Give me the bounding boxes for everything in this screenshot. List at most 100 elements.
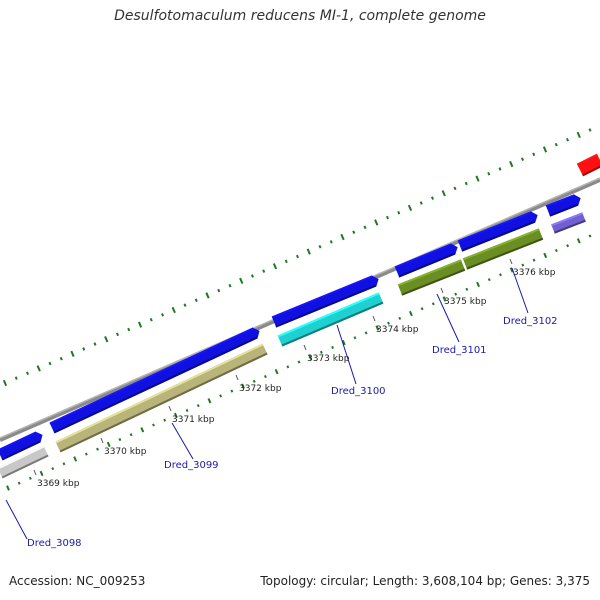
tick-label: 3375 kbp: [444, 297, 487, 307]
gc-content-tick: [51, 467, 55, 471]
gc-content-tick: [487, 278, 491, 282]
gene-extra-highlight: [551, 212, 583, 227]
gc-skew-tick: [554, 142, 558, 147]
gc-content-tick: [230, 389, 234, 393]
gc-content-tick: [241, 383, 245, 389]
gene-dred-3101-highlight: [397, 259, 462, 287]
gene-dred-3100-highlight: [277, 292, 380, 338]
gc-skew-tick: [25, 371, 30, 376]
gene-label-dred-3101: Dred_3101: [432, 345, 487, 356]
gene-dred-3101-shade: [401, 268, 466, 296]
scale-ticks: 3369 kbp 3370 kbp 3371 kbp 3372 kbp 3373…: [37, 268, 556, 489]
gc-skew-tick: [498, 167, 502, 171]
gene-labels: Dred_3098 Dred_3099 Dred_3100 Dred_3101 …: [5, 267, 558, 549]
gc-content-tick: [521, 263, 525, 267]
genome-summary-text: Topology: circular; Length: 3,608,104 bp…: [260, 574, 590, 588]
gc-skew-tick: [340, 233, 345, 241]
scale-tick-mark: [509, 258, 513, 265]
gc-skew-tick: [352, 230, 356, 234]
gc-skew-tick: [228, 283, 232, 288]
gc-skew-tick: [363, 225, 367, 230]
gc-skew-tick: [464, 181, 468, 186]
gc-content-tick: [106, 441, 111, 448]
gene-label-dred-3102: Dred_3102: [503, 316, 558, 327]
gene-dred-3098-shade: [1, 454, 49, 479]
gc-skew-tick: [48, 361, 52, 366]
tick-label: 3369 kbp: [37, 479, 80, 489]
gc-content-tick: [509, 267, 514, 273]
gc-skew-tick: [36, 365, 41, 372]
map-title: Desulfotomaculum reducens MI-1, complete…: [114, 8, 486, 24]
gc-content-tick: [219, 394, 223, 398]
gc-content-tick: [341, 339, 346, 346]
forward-strand-gene-arrow-highlight: [457, 211, 532, 243]
gene-label-leader: [5, 499, 28, 540]
gene-dred-3101: [397, 259, 466, 296]
gc-skew-tick: [171, 306, 176, 314]
gc-skew-tick: [430, 196, 435, 200]
gc-content-tick: [185, 408, 189, 413]
gene-red-shade: [582, 165, 600, 177]
gc-skew-tick: [306, 248, 311, 255]
gc-content-tick: [555, 248, 558, 253]
scale-tick-mark: [33, 469, 37, 476]
gc-content-tick: [62, 462, 66, 466]
gc-skew-tick: [520, 157, 525, 161]
gc-skew-tick: [419, 201, 423, 205]
gc-content-tick: [286, 365, 290, 369]
gc-skew-tick: [272, 263, 278, 270]
gc-content-tick: [163, 418, 167, 422]
forward-strand-gene-arrow-highlight: [545, 194, 575, 208]
gc-content-tick: [73, 456, 78, 462]
gc-content-tick: [84, 452, 88, 456]
gc-content-tick: [431, 302, 435, 306]
gc-skew-tick: [576, 131, 581, 139]
forward-strand-gene-arrow-shade: [549, 203, 579, 217]
scale-tick-mark: [100, 437, 104, 444]
gc-skew-tick: [127, 327, 131, 332]
gc-content-tick: [398, 316, 402, 320]
forward-strand-gene-arrow-highlight: [271, 275, 373, 319]
gc-skew-tick: [385, 215, 390, 220]
gene-extra: [551, 212, 586, 234]
forward-strand-gene-arrow: [457, 211, 538, 252]
gene-dred-3100: [277, 292, 384, 347]
gc-skew-tick: [475, 175, 480, 182]
gc-content-tick: [39, 470, 44, 477]
gc-content-tick: [476, 281, 480, 288]
gc-skew-tick: [137, 321, 143, 328]
gene-label-leader: [171, 422, 194, 460]
gene-dred-3099-shade: [59, 352, 268, 453]
gc-content-tick: [17, 481, 21, 485]
gc-content-tick: [588, 234, 592, 238]
gc-content-tick: [6, 485, 10, 491]
gc-content-tick: [543, 252, 548, 259]
gene-label-dred-3099: Dred_3099: [164, 460, 219, 471]
gene-dred-3098: [0, 445, 49, 479]
forward-strand-gene-arrow: [545, 194, 581, 217]
scale-tick-mark: [235, 374, 239, 381]
gc-content-tick: [207, 398, 212, 404]
forward-strand-gene-arrow: [394, 243, 458, 278]
gc-skew-tick: [160, 313, 165, 317]
gc-content-tick: [264, 374, 267, 379]
scale-tick-mark: [372, 315, 376, 322]
gene-dred-3098-highlight: [0, 445, 45, 469]
gene-track: [0, 153, 600, 479]
forward-strand-gene-arrow-highlight: [394, 243, 452, 269]
gc-skew-tick: [453, 186, 457, 191]
tick-label: 3374 kbp: [376, 325, 419, 335]
gene-dred-3100-shade: [281, 301, 384, 347]
gc-content-tick: [375, 325, 380, 331]
gc-skew-tick: [295, 254, 300, 259]
gc-content-tick: [173, 412, 178, 418]
gc-content-tick: [196, 404, 200, 408]
gc-skew-tick: [82, 347, 86, 351]
tick-label: 3370 kbp: [104, 447, 147, 457]
gc-content-tick: [566, 244, 570, 248]
gc-skew-tick: [565, 137, 570, 142]
tick-label: 3376 kbp: [513, 268, 556, 278]
gc-skew-tick: [374, 219, 379, 226]
gene-dred-3099-highlight: [55, 343, 264, 444]
